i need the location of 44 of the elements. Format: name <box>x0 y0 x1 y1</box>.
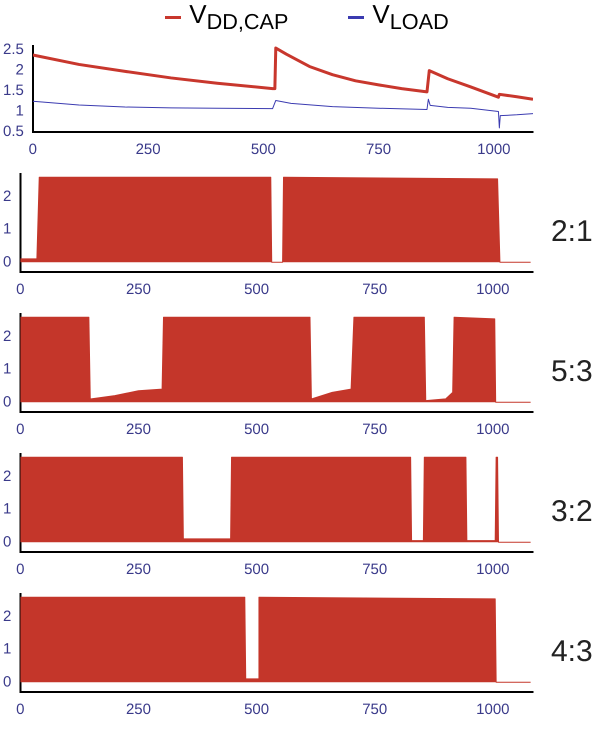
x-tick-label: 1000 <box>476 421 510 438</box>
y-tick-label: 2 <box>16 62 24 79</box>
y-tick-label: 1 <box>3 500 12 518</box>
x-tick-label: 500 <box>244 281 270 298</box>
y-tick-label: 0 <box>3 393 12 410</box>
text: 4:3 <box>551 635 593 669</box>
x-tick-label: 0 <box>28 141 38 158</box>
x-tick-label: 250 <box>126 421 151 438</box>
x-tick-label: 750 <box>362 421 388 438</box>
x-tick-label: 250 <box>126 701 151 718</box>
x-tick-label: 500 <box>244 701 270 718</box>
x-tick-label: 1000 <box>476 701 510 718</box>
legend-label: V$_{LOAD}$ <box>372 0 449 36</box>
x-tick-label: 750 <box>362 561 388 578</box>
y-tick-label: 0 <box>3 673 12 690</box>
y-tick-label: 2 <box>3 188 12 206</box>
x-tick-label: 750 <box>366 141 392 158</box>
x-tick-label: 250 <box>126 281 151 298</box>
y-tick-label: 1 <box>16 102 24 120</box>
y-tick-label: 2 <box>3 468 12 486</box>
y-tick-label: 0 <box>3 533 12 550</box>
y-tick-label: 2 <box>3 608 12 626</box>
x-tick-label: 750 <box>362 281 388 298</box>
x-tick-label: 250 <box>136 141 161 158</box>
x-tick-label: 750 <box>362 701 388 718</box>
text: 3:2 <box>551 495 593 529</box>
text: 2:1 <box>551 215 593 249</box>
y-tick-label: 2 <box>3 328 12 346</box>
x-tick-label: 500 <box>244 561 270 578</box>
y-tick-label: 1 <box>3 220 12 238</box>
x-tick-label: 500 <box>244 421 270 438</box>
text: 5:3 <box>551 355 593 389</box>
x-tick-label: 1000 <box>476 561 510 578</box>
y-tick-label: 1 <box>3 360 12 378</box>
legend-label: V$_{DD,CAP}$ <box>189 0 288 36</box>
y-tick-label: 2.5 <box>2 41 24 58</box>
y-tick-label: 0.5 <box>2 123 24 140</box>
y-tick-label: 0 <box>3 253 12 270</box>
x-tick-label: 1000 <box>476 281 510 298</box>
x-tick-label: 250 <box>126 561 151 578</box>
y-tick-label: 1.5 <box>2 82 24 100</box>
x-tick-label: 500 <box>250 141 276 158</box>
y-tick-label: 1 <box>3 640 12 658</box>
x-tick-label: 1000 <box>477 141 511 158</box>
